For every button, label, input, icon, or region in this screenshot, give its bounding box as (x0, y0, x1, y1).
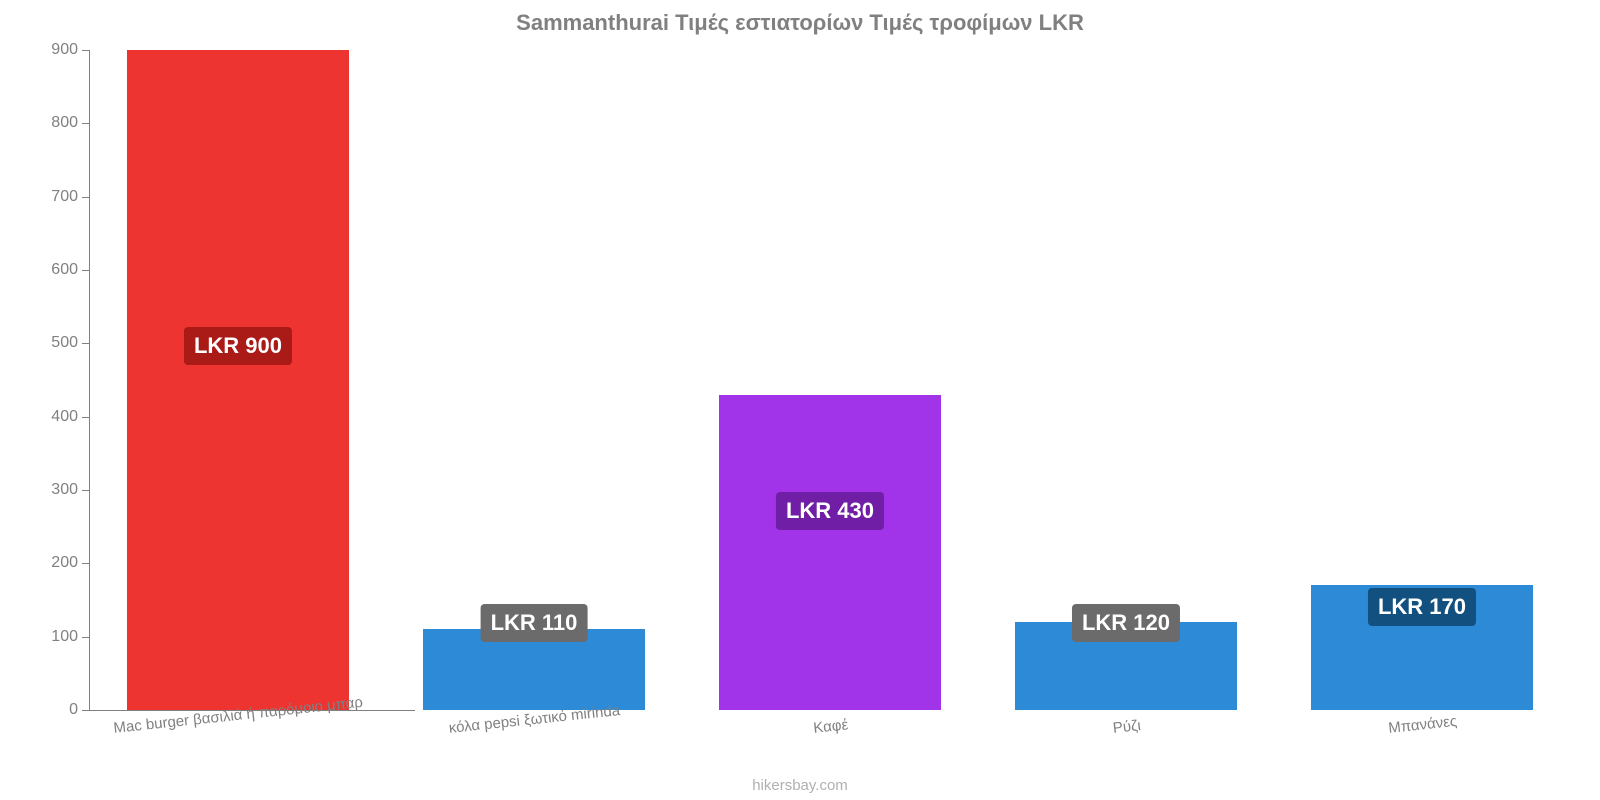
category-label: Μπανάνες (1388, 713, 1458, 737)
y-tick-label: 200 (51, 554, 78, 572)
y-tick (82, 197, 90, 198)
y-axis (89, 50, 90, 710)
bar-value-label: LKR 110 (481, 604, 588, 642)
y-tick-label: 900 (51, 41, 78, 59)
bar-value-label: LKR 900 (184, 327, 292, 365)
bar (127, 50, 349, 710)
y-tick (82, 270, 90, 271)
y-tick (82, 490, 90, 491)
y-tick (82, 637, 90, 638)
bar-value-label: LKR 170 (1368, 588, 1476, 626)
y-tick (82, 563, 90, 564)
y-tick (82, 123, 90, 124)
category-label: Καφέ (813, 716, 850, 737)
y-tick-label: 700 (51, 188, 78, 206)
footer-attribution: hikersbay.com (0, 777, 1600, 794)
plot-region: 0100200300400500600700800900LKR 900Mac b… (90, 50, 1570, 710)
y-tick (82, 417, 90, 418)
bar-value-label: LKR 430 (776, 492, 884, 530)
chart-area: 0100200300400500600700800900LKR 900Mac b… (90, 50, 1570, 710)
y-tick-label: 400 (51, 408, 78, 426)
y-tick-label: 100 (51, 628, 78, 646)
bar-value-label: LKR 120 (1072, 604, 1180, 642)
chart-title: Sammanthurai Τιμές εστιατορίων Τιμές τρο… (0, 0, 1600, 36)
bar (719, 395, 941, 710)
y-tick-label: 500 (51, 334, 78, 352)
y-tick-label: 0 (69, 701, 78, 719)
category-label: Ρύζι (1112, 717, 1142, 737)
y-tick-label: 300 (51, 481, 78, 499)
y-tick (82, 343, 90, 344)
y-tick-label: 600 (51, 261, 78, 279)
y-tick-label: 800 (51, 114, 78, 132)
y-tick (82, 50, 90, 51)
